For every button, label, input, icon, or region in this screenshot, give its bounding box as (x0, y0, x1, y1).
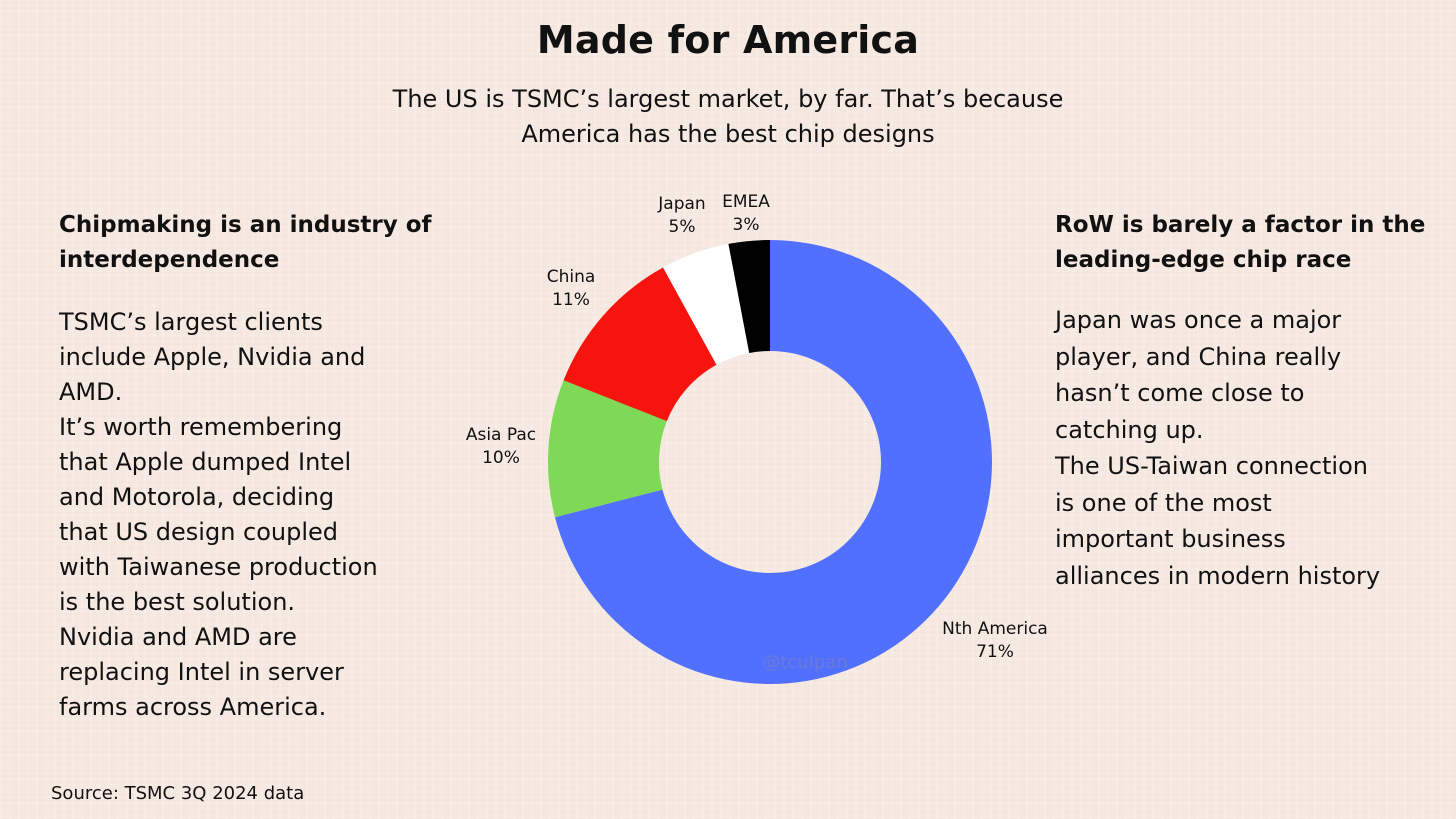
left-heading: Chipmaking is an industry of interdepend… (59, 212, 432, 273)
slice-asia-pac (548, 380, 667, 518)
watermark: @tculpan (762, 652, 847, 673)
slice-emea (728, 240, 770, 353)
donut-chart: Nth America 71% Asia Pac 10% China 11% Japan 5%… (466, 192, 1048, 684)
slice-label-emea: EMEA (722, 192, 770, 212)
slice-china (563, 267, 717, 422)
page-title: Made for America (536, 18, 920, 62)
slice-label-china: China (547, 267, 596, 287)
slice-value-nth-america: 71% (976, 642, 1014, 662)
right-body: Japan was once a major player, and China… (1055, 306, 1381, 590)
slice-nth-america (554, 240, 992, 684)
slice-label-nth-america: Nth America (942, 619, 1048, 639)
slice-value-asia-pac: 10% (482, 448, 520, 468)
source-note: Source: TSMC 3Q 2024 data (51, 783, 305, 804)
page-subtitle: The US is TSMC’s largest market, by far.… (392, 85, 1064, 148)
right-heading: RoW is barely a factor in the leading-ed… (1055, 212, 1426, 273)
right-text-column: RoW is barely a factor in the leading-ed… (1055, 208, 1435, 594)
left-text-column: Chipmaking is an industry of interdepend… (59, 208, 439, 725)
slice-label-asia-pac: Asia Pac (466, 425, 536, 445)
slice-label-japan: Japan (657, 194, 705, 214)
left-body: TSMC’s largest clients include Apple, Nv… (59, 308, 378, 721)
slice-value-japan: 5% (669, 217, 696, 237)
slice-japan (663, 243, 750, 365)
slice-value-emea: 3% (733, 215, 760, 235)
slice-value-china: 11% (552, 290, 590, 310)
